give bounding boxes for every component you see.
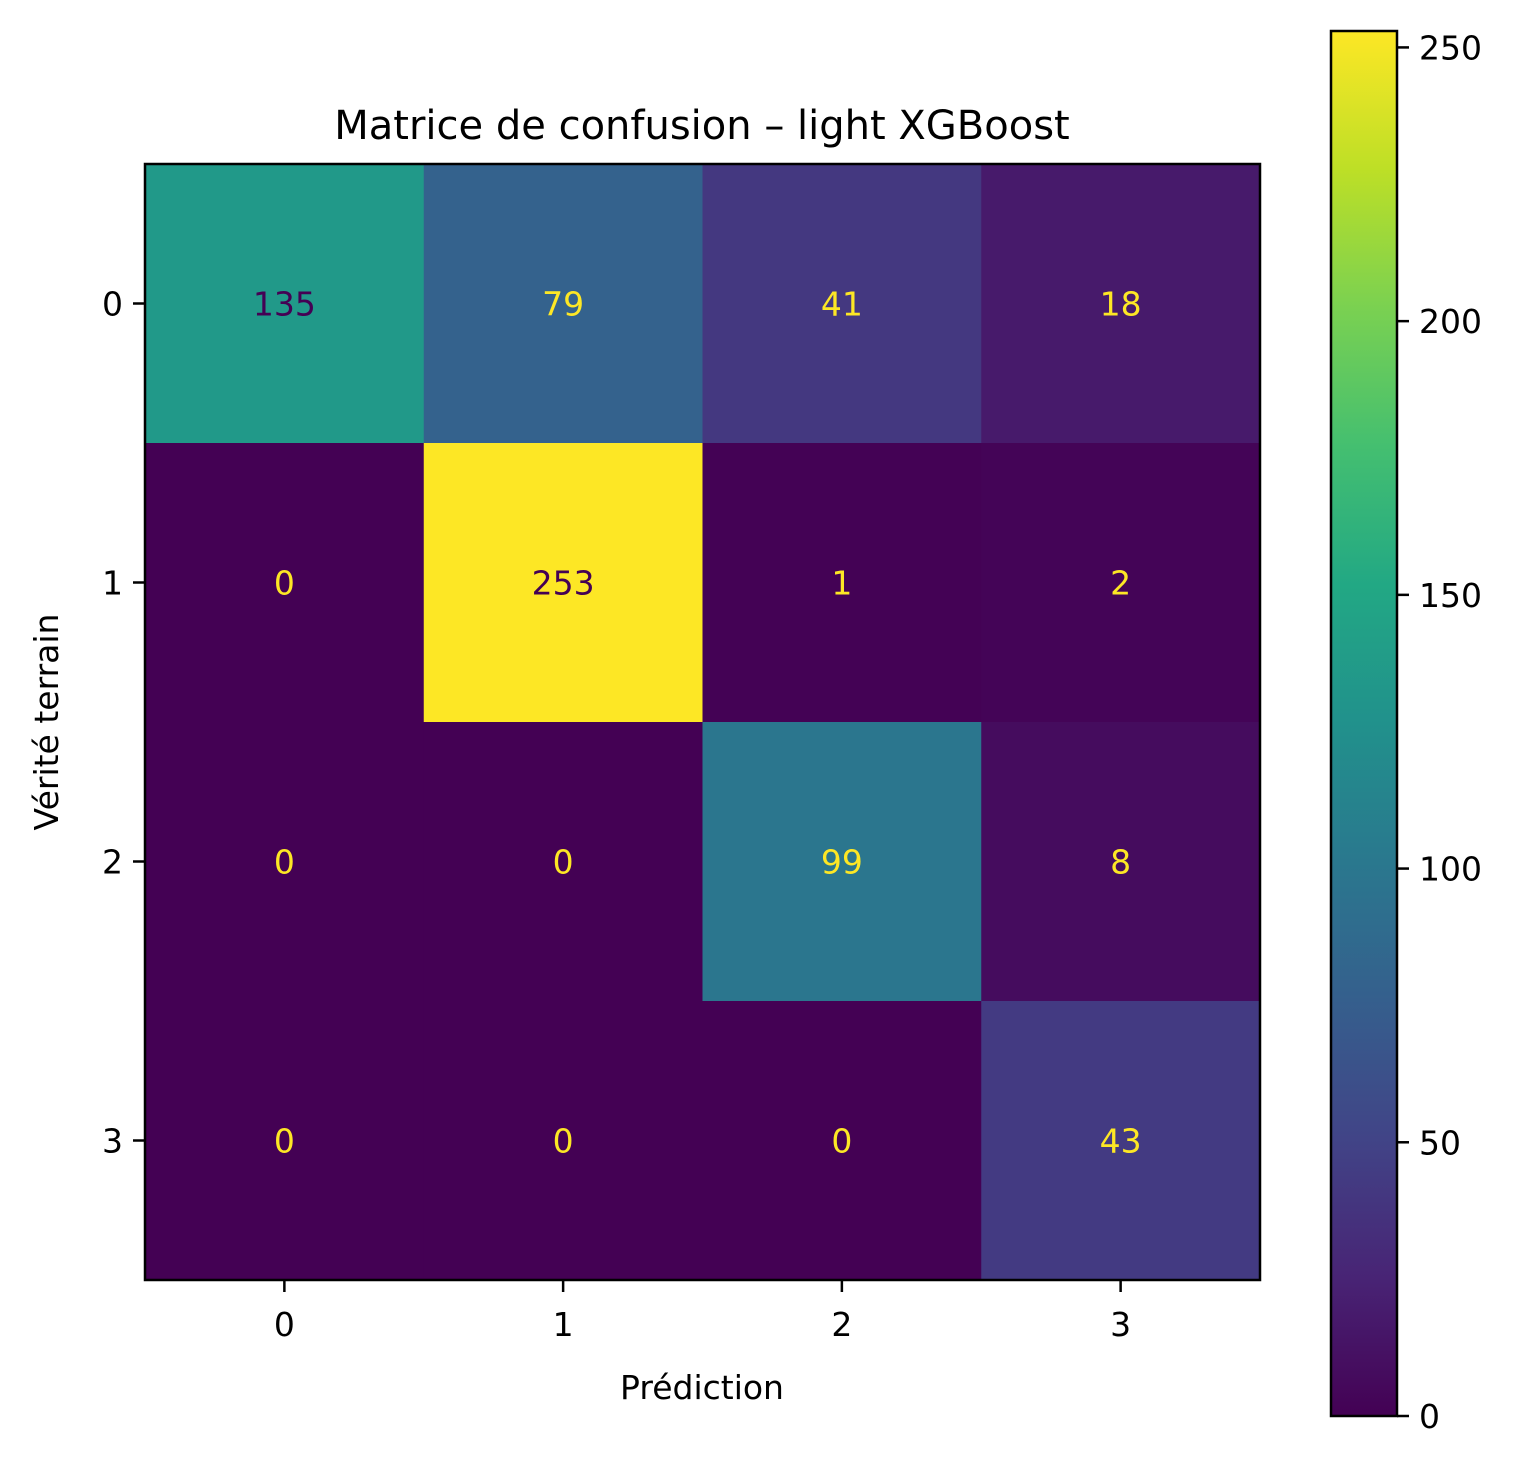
colorbar-tick-label: 50	[1419, 1123, 1461, 1162]
heatmap-cell-value: 99	[821, 843, 863, 882]
colorbar	[1329, 29, 1399, 1418]
heatmap-cell	[145, 1001, 425, 1281]
colorbar-tick-label: 250	[1419, 28, 1482, 67]
heatmap-cell	[981, 722, 1261, 1002]
heatmap-cell-value: 41	[821, 285, 863, 324]
heatmap-cell	[423, 443, 703, 723]
plot-frame	[143, 162, 1262, 1282]
y-tick-label: 2	[102, 843, 123, 882]
heatmap-cell-value: 1	[831, 564, 852, 603]
heatmap-cell-value: 0	[831, 1122, 852, 1161]
heatmap-cell-value: 2	[1110, 564, 1131, 603]
heatmap-cell-value: 43	[1100, 1122, 1142, 1161]
heatmap-cell-value: 8	[1110, 843, 1131, 882]
chart-title: Matrice de confusion – light XGBoost	[334, 103, 1069, 149]
heatmap-cell-value: 0	[553, 843, 574, 882]
colorbar-tick-label: 100	[1419, 850, 1482, 889]
x-axis-label: Prédiction	[620, 1368, 784, 1407]
y-tick-label: 3	[102, 1122, 123, 1161]
heatmap-cell	[145, 164, 425, 444]
heatmap-cell-value: 0	[274, 1122, 295, 1161]
heatmap-cell	[145, 722, 425, 1002]
x-tick-label: 1	[553, 1305, 574, 1344]
colorbar-ticks: 0 50 100 150 200 250	[1397, 28, 1482, 1436]
y-tick-label: 0	[102, 285, 123, 324]
heatmap-cell-value: 0	[553, 1122, 574, 1161]
colorbar-tick-label: 150	[1419, 576, 1482, 615]
heatmap-cell	[145, 443, 425, 723]
heatmap-cell	[423, 722, 703, 1002]
colorbar-tick-label: 200	[1419, 302, 1482, 341]
heatmap-cell	[423, 164, 703, 444]
heatmap-cells	[145, 164, 1261, 1281]
heatmap-cell	[981, 164, 1261, 444]
x-tick-label: 0	[274, 1305, 295, 1344]
heatmap-cell-value: 135	[253, 285, 316, 324]
colorbar-tick-label: 0	[1419, 1397, 1440, 1436]
heatmap-cell-value: 0	[274, 564, 295, 603]
heatmap-cell-value: 253	[532, 564, 595, 603]
heatmap-cell	[702, 164, 982, 444]
x-tick-label: 2	[831, 1305, 852, 1344]
heatmap-cell-value: 79	[542, 285, 584, 324]
heatmap-cell	[981, 1001, 1261, 1281]
y-axis-ticks: 0 1 2 3	[102, 285, 145, 1161]
y-axis-label: Vérité terrain	[27, 614, 66, 831]
heatmap-cell	[702, 1001, 982, 1281]
heatmap-cell	[981, 443, 1261, 723]
y-tick-label: 1	[102, 564, 123, 603]
heatmap-cell	[423, 1001, 703, 1281]
heatmap-cell	[702, 443, 982, 723]
x-tick-label: 3	[1110, 1305, 1131, 1344]
x-axis-ticks: 0 1 2 3	[274, 1280, 1131, 1344]
heatmap-cell-labels: 135 79 41 18 0 253 1 2 0 0 99 8 0 0 0 43	[253, 285, 1142, 1161]
heatmap-cell-value: 18	[1100, 285, 1142, 324]
heatmap-cell-value: 0	[274, 843, 295, 882]
heatmap-cell	[702, 722, 982, 1002]
